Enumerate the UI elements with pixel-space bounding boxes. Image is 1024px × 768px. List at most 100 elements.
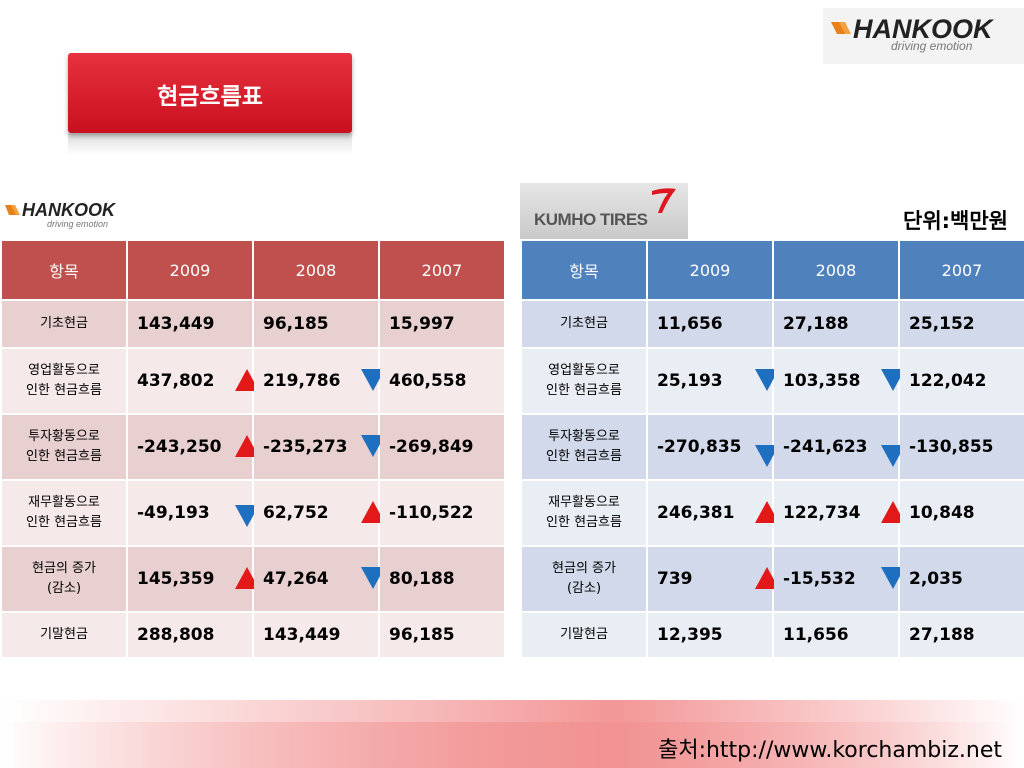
cell-value: 122,042 (909, 371, 987, 391)
kumho-cashflow-table: 항목 2009 2008 2007 기초현금 11,656 27,188 25,152… (520, 239, 1024, 659)
cell-value: 27,188 (783, 314, 849, 334)
row-label-line1: 재무활동으로 (548, 495, 620, 510)
cell-value: -49,193 (137, 503, 210, 523)
value-cell: 47,264 (252, 545, 385, 613)
row-label: 기초현금 (520, 299, 648, 349)
value-cell: 122,734 (772, 479, 905, 547)
row-label-line2: 인한 현금흐름 (26, 383, 102, 398)
cell-value: -243,250 (137, 437, 222, 457)
cell-value: -269,849 (389, 437, 474, 457)
value-cell: 437,802 (126, 347, 259, 415)
row-label-line1: 기말현금 (560, 627, 608, 642)
value-cell: -241,623 (772, 413, 905, 481)
kumho-logo-word: KUMHO TIRES (534, 210, 648, 229)
cell-value: 103,358 (783, 371, 861, 391)
value-cell: 145,359 (126, 545, 259, 613)
hankook-logo-word: HANKOOK (22, 200, 115, 220)
cell-value: 11,656 (657, 314, 723, 334)
value-cell: 25,193 (646, 347, 779, 415)
value-cell: 143,449 (252, 611, 380, 659)
hankook-table-logo: HANKOOK driving emotion (0, 198, 152, 236)
value-cell: 12,395 (646, 611, 774, 659)
header-2008: 2008 (772, 239, 900, 301)
hankook-logo-tagline: driving emotion (47, 219, 109, 229)
cell-value: 27,188 (909, 625, 975, 645)
row-label: 기말현금 (520, 611, 648, 659)
source-citation: 출처:http://www.korchambiz.net (658, 738, 1002, 763)
cell-value: 2,035 (909, 569, 963, 589)
table-row: 기말현금 288,808 143,449 96,185 (0, 611, 506, 659)
value-cell: -235,273 (252, 413, 385, 481)
table-header-row: 항목 2009 2008 2007 (520, 239, 1024, 301)
row-label-line2: (감소) (566, 581, 602, 596)
cell-value: 11,656 (783, 625, 849, 645)
cell-value: 10,848 (909, 503, 975, 523)
row-label-line2: 인한 현금흐름 (546, 383, 622, 398)
page-title: 현금흐름표 (157, 84, 263, 110)
value-cell: 739 (646, 545, 779, 613)
value-cell: -270,835 (646, 413, 779, 481)
value-cell: 96,185 (252, 299, 380, 349)
cell-value: 437,802 (137, 371, 215, 391)
row-label-line2: 인한 현금흐름 (26, 515, 102, 530)
row-label-line1: 기초현금 (560, 316, 608, 331)
header-2008: 2008 (252, 239, 380, 301)
cell-value: 96,185 (263, 314, 329, 334)
value-cell: 27,188 (772, 299, 900, 349)
cell-value: 143,449 (137, 314, 215, 334)
cell-value: -235,273 (263, 437, 348, 457)
cell-value: 15,997 (389, 314, 455, 334)
value-cell: 219,786 (252, 347, 385, 415)
row-label-line2: 인한 현금흐름 (546, 449, 622, 464)
hankook-swoosh-icon (5, 205, 20, 215)
cell-value: 122,734 (783, 503, 861, 523)
value-cell: 103,358 (772, 347, 905, 415)
value-cell: 80,188 (378, 545, 506, 613)
row-label-line1: 기초현금 (40, 316, 88, 331)
cell-value: -241,623 (783, 437, 868, 457)
row-label: 투자황동으로 인한 현금흐름 (520, 413, 648, 481)
header-2009: 2009 (126, 239, 254, 301)
table-row: 기말현금 12,395 11,656 27,188 (520, 611, 1024, 659)
title-banner-reflection (68, 133, 352, 155)
value-cell: 122,042 (898, 347, 1024, 415)
value-cell: 246,381 (646, 479, 779, 547)
row-label: 기말현금 (0, 611, 128, 659)
kumho-table-logo: KUMHO TIRES (520, 183, 688, 239)
cell-value: 96,185 (389, 625, 455, 645)
value-cell: 25,152 (898, 299, 1024, 349)
value-cell: 460,558 (378, 347, 506, 415)
value-cell: 96,185 (378, 611, 506, 659)
value-cell: 62,752 (252, 479, 385, 547)
cell-value: 145,359 (137, 569, 215, 589)
hankook-cashflow-table: 항목 2009 2008 2007 기초현금 143,449 96,185 15,99… (0, 239, 506, 659)
row-label-line2: (감소) (46, 581, 82, 596)
table-row: 현금의 증가 (감소) 145,359 47,264 80,188 (0, 545, 506, 613)
kumho-swoosh-icon (652, 188, 676, 213)
value-cell: 10,848 (898, 479, 1024, 547)
cell-value: -110,522 (389, 503, 474, 523)
title-banner: 현금흐름표 (68, 53, 352, 133)
row-label-line1: 영업활동으로 (548, 363, 620, 378)
cell-value: 12,395 (657, 625, 723, 645)
value-cell: 11,656 (772, 611, 900, 659)
value-cell: 15,997 (378, 299, 506, 349)
hankook-logo-word: HANKOOK (853, 14, 993, 44)
table-row: 재무활동으로 인한 현금흐름 246,381 122,734 10,848 (520, 479, 1024, 547)
row-label-line1: 재무활동으로 (28, 495, 100, 510)
row-label-line2: 인한 현금흐름 (546, 515, 622, 530)
cell-value: -15,532 (783, 569, 856, 589)
cell-value: 80,188 (389, 569, 455, 589)
row-label-line1: 투자황동으로 (28, 429, 100, 444)
header-item: 항목 (0, 239, 128, 301)
value-cell: 11,656 (646, 299, 774, 349)
row-label-line2: 인한 현금흐름 (26, 449, 102, 464)
value-cell: -15,532 (772, 545, 905, 613)
cell-value: 62,752 (263, 503, 329, 523)
cell-value: 25,152 (909, 314, 975, 334)
row-label: 현금의 증가 (감소) (0, 545, 128, 613)
value-cell: 27,188 (898, 611, 1024, 659)
